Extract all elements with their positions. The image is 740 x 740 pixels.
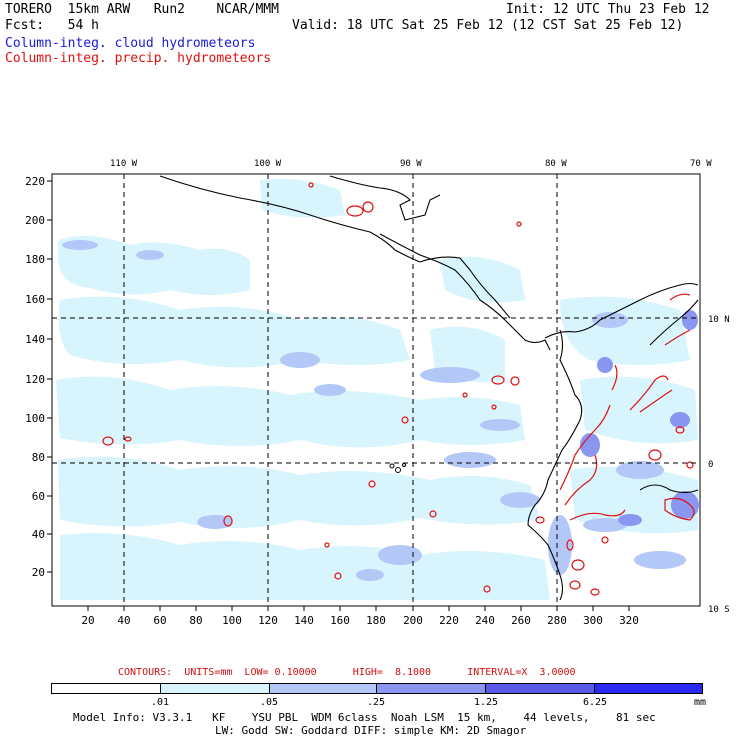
- x-tick-label: 260: [511, 614, 531, 627]
- y-tick-label: 200: [25, 214, 45, 227]
- lon-label-100w: 100 W: [254, 159, 282, 169]
- cloud-shading-heavy: [580, 310, 699, 526]
- lat-label-10n: 10 N: [708, 315, 730, 325]
- x-tick-label: 80: [189, 614, 202, 627]
- colorbar-segment-3: [376, 683, 486, 694]
- lat-label-10s: 10 S: [708, 605, 730, 615]
- x-tick-label: 160: [330, 614, 350, 627]
- lon-label-80w: 80 W: [545, 159, 567, 169]
- x-tick-label: 240: [475, 614, 495, 627]
- y-tick-label: 80: [32, 451, 45, 464]
- colorbar-level: .25: [367, 697, 386, 708]
- x-tick-label: 120: [258, 614, 278, 627]
- x-tick-label: 60: [153, 614, 166, 627]
- colorbar-unit: mm: [694, 697, 707, 708]
- lon-label-70w: 70 W: [690, 159, 712, 169]
- colorbar-segment-5: [594, 683, 703, 694]
- y-tick-label: 140: [25, 333, 45, 346]
- model-physics: LW: Godd SW: Goddard DIFF: simple KM: 2D…: [215, 724, 527, 737]
- precip-contours: [102, 182, 695, 596]
- lon-label-110w: 110 W: [110, 159, 138, 169]
- contour-info: CONTOURS: UNITS=mm LOW= 0.10000 HIGH= 8.…: [118, 667, 576, 678]
- x-tick-label: 280: [547, 614, 567, 627]
- x-tick-label: 100: [222, 614, 242, 627]
- cloud-shading-light: [56, 178, 698, 600]
- y-tick-label: 20: [32, 566, 45, 579]
- x-tick-label: 200: [403, 614, 423, 627]
- field-cloud-label: Column-integ. cloud hydrometeors: [5, 36, 256, 51]
- galapagos-islands: [389, 463, 406, 473]
- colorbar-segment-4: [485, 683, 595, 694]
- x-tick-label: 40: [117, 614, 130, 627]
- forecast-hour: Fcst: 54 h: [5, 18, 99, 33]
- y-tick-label: 60: [32, 490, 45, 503]
- y-tick-label: 100: [25, 412, 45, 425]
- y-tick-label: 220: [25, 175, 45, 188]
- colorbar-segment-0: [51, 683, 161, 694]
- init-time: Init: 12 UTC Thu 23 Feb 12: [506, 2, 710, 17]
- model-info: Model Info: V3.3.1 KF YSU PBL WDM 6class…: [73, 711, 656, 724]
- x-tick-label: 20: [81, 614, 94, 627]
- y-tick-label: 120: [25, 373, 45, 386]
- axis-ticks: [47, 180, 630, 611]
- y-tick-label: 40: [32, 528, 45, 541]
- y-tick-label: 160: [25, 293, 45, 306]
- lon-label-90w: 90 W: [400, 159, 422, 169]
- cloud-shading-medium: [62, 240, 686, 581]
- colorbar-level: .01: [151, 697, 170, 708]
- x-tick-label: 180: [366, 614, 386, 627]
- colorbar-segment-1: [160, 683, 270, 694]
- lat-label-eq: 0: [708, 460, 713, 470]
- y-tick-label: 180: [25, 253, 45, 266]
- graticule: [52, 174, 700, 606]
- colorbar-level: 6.25: [583, 697, 608, 708]
- coastline: [159, 175, 699, 601]
- x-tick-label: 320: [619, 614, 639, 627]
- colorbar-segment-2: [269, 683, 377, 694]
- field-precip-label: Column-integ. precip. hydrometeors: [5, 51, 272, 66]
- colorbar-level: 1.25: [474, 697, 499, 708]
- x-tick-label: 300: [583, 614, 603, 627]
- valid-time: Valid: 18 UTC Sat 25 Feb 12 (12 CST Sat …: [292, 18, 684, 33]
- x-tick-label: 140: [294, 614, 314, 627]
- colorbar-level: .05: [260, 697, 279, 708]
- x-tick-label: 220: [439, 614, 459, 627]
- model-title: TORERO 15km ARW Run2 NCAR/MMM: [5, 2, 279, 17]
